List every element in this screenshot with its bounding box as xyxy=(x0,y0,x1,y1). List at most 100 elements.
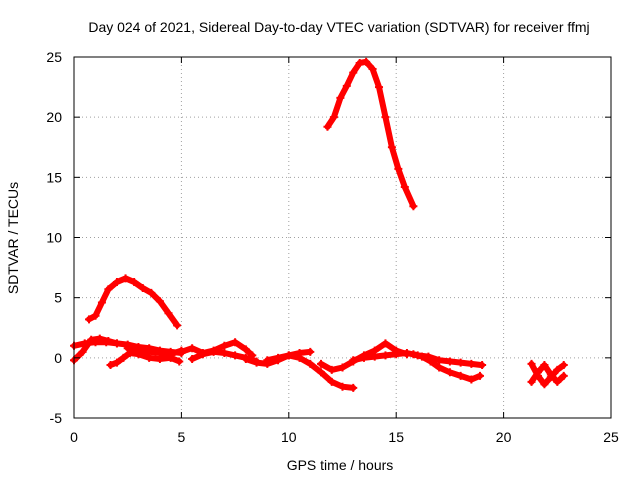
data-point xyxy=(327,365,336,374)
data-point xyxy=(467,359,476,368)
data-point xyxy=(121,274,130,283)
data-point xyxy=(478,361,487,370)
data-point xyxy=(362,57,371,66)
data-point xyxy=(445,368,454,377)
data-point xyxy=(138,284,147,293)
data-point xyxy=(209,347,218,356)
data-point xyxy=(130,278,139,287)
data-point xyxy=(106,361,115,370)
data-point xyxy=(119,353,128,362)
data-point xyxy=(475,371,484,380)
data-point xyxy=(381,339,390,348)
y-tick-label: 5 xyxy=(54,290,62,306)
data-point xyxy=(553,377,562,386)
data-point xyxy=(445,357,454,366)
axes: 0 5 10 15 20 25 -5 0 5 10 15 20 25 xyxy=(46,49,619,445)
data-point xyxy=(426,357,435,366)
data-point xyxy=(338,363,347,372)
data-point xyxy=(188,344,197,353)
chart-title: Day 024 of 2021, Sidereal Day-to-day VTE… xyxy=(88,19,589,35)
y-tick-label: 25 xyxy=(46,49,62,65)
x-tick-label: 20 xyxy=(496,429,512,445)
data-point xyxy=(323,122,332,131)
data-point xyxy=(533,368,542,377)
data-point xyxy=(95,334,104,343)
data-point xyxy=(417,352,426,361)
data-point xyxy=(336,93,345,102)
data-point xyxy=(241,345,250,354)
data-point xyxy=(155,297,164,306)
data-point xyxy=(91,311,100,320)
data-point xyxy=(112,278,121,287)
series-arc-big-peak xyxy=(323,57,418,211)
x-tick-label: 15 xyxy=(388,429,404,445)
data-point xyxy=(306,359,315,368)
data-point xyxy=(327,377,336,386)
x-tick-label: 5 xyxy=(178,429,186,445)
data-point xyxy=(284,351,293,360)
data-point xyxy=(355,59,364,68)
data-point xyxy=(317,359,326,368)
data-point xyxy=(349,383,358,392)
series-line xyxy=(86,275,181,329)
data-point xyxy=(147,288,156,297)
data-point xyxy=(134,346,143,355)
data-point xyxy=(559,361,568,370)
data-point xyxy=(375,83,384,92)
data-point xyxy=(527,377,536,386)
series-layer xyxy=(70,57,568,392)
data-point xyxy=(241,355,250,364)
data-point xyxy=(349,68,358,77)
data-point xyxy=(435,363,444,372)
data-point xyxy=(349,356,358,365)
data-point xyxy=(409,202,418,211)
data-point xyxy=(540,380,549,389)
x-axis-label: GPS time / hours xyxy=(287,457,394,473)
data-point xyxy=(435,356,444,365)
data-point xyxy=(274,353,283,362)
x-tick-label: 10 xyxy=(281,429,297,445)
data-point xyxy=(381,351,390,360)
data-point xyxy=(175,357,184,366)
data-point xyxy=(409,350,418,359)
data-point xyxy=(263,356,272,365)
y-axis-label: SDTVAR / TECUs xyxy=(5,182,21,294)
data-point xyxy=(112,358,121,367)
x-tick-label: 0 xyxy=(70,429,78,445)
data-point xyxy=(198,350,207,359)
data-point xyxy=(342,81,351,90)
data-point xyxy=(231,338,240,347)
data-point xyxy=(220,349,229,358)
y-tick-label: 0 xyxy=(54,350,62,366)
data-point xyxy=(400,182,409,191)
data-point xyxy=(359,353,368,362)
data-point xyxy=(112,339,121,348)
data-point xyxy=(78,347,87,356)
series-arc-base-8 xyxy=(263,351,358,392)
series-line xyxy=(324,58,417,210)
series-arc-base-13 xyxy=(527,361,568,386)
grid xyxy=(74,57,611,418)
data-point xyxy=(368,65,377,74)
data-point xyxy=(104,336,113,345)
data-point xyxy=(546,370,555,379)
series-arc-small-peak xyxy=(85,274,182,330)
data-point xyxy=(164,309,173,318)
data-point xyxy=(394,164,403,173)
data-point xyxy=(467,375,476,384)
data-point xyxy=(553,365,562,374)
data-point xyxy=(456,358,465,367)
y-tick-label: 20 xyxy=(46,109,62,125)
data-point xyxy=(145,347,154,356)
data-point xyxy=(155,349,164,358)
data-point xyxy=(456,371,465,380)
data-point xyxy=(370,352,379,361)
data-point xyxy=(527,359,536,368)
data-point xyxy=(231,351,240,360)
data-point xyxy=(85,315,94,324)
data-point xyxy=(540,361,549,370)
data-point xyxy=(295,353,304,362)
series-arc-base-11 xyxy=(409,350,484,384)
